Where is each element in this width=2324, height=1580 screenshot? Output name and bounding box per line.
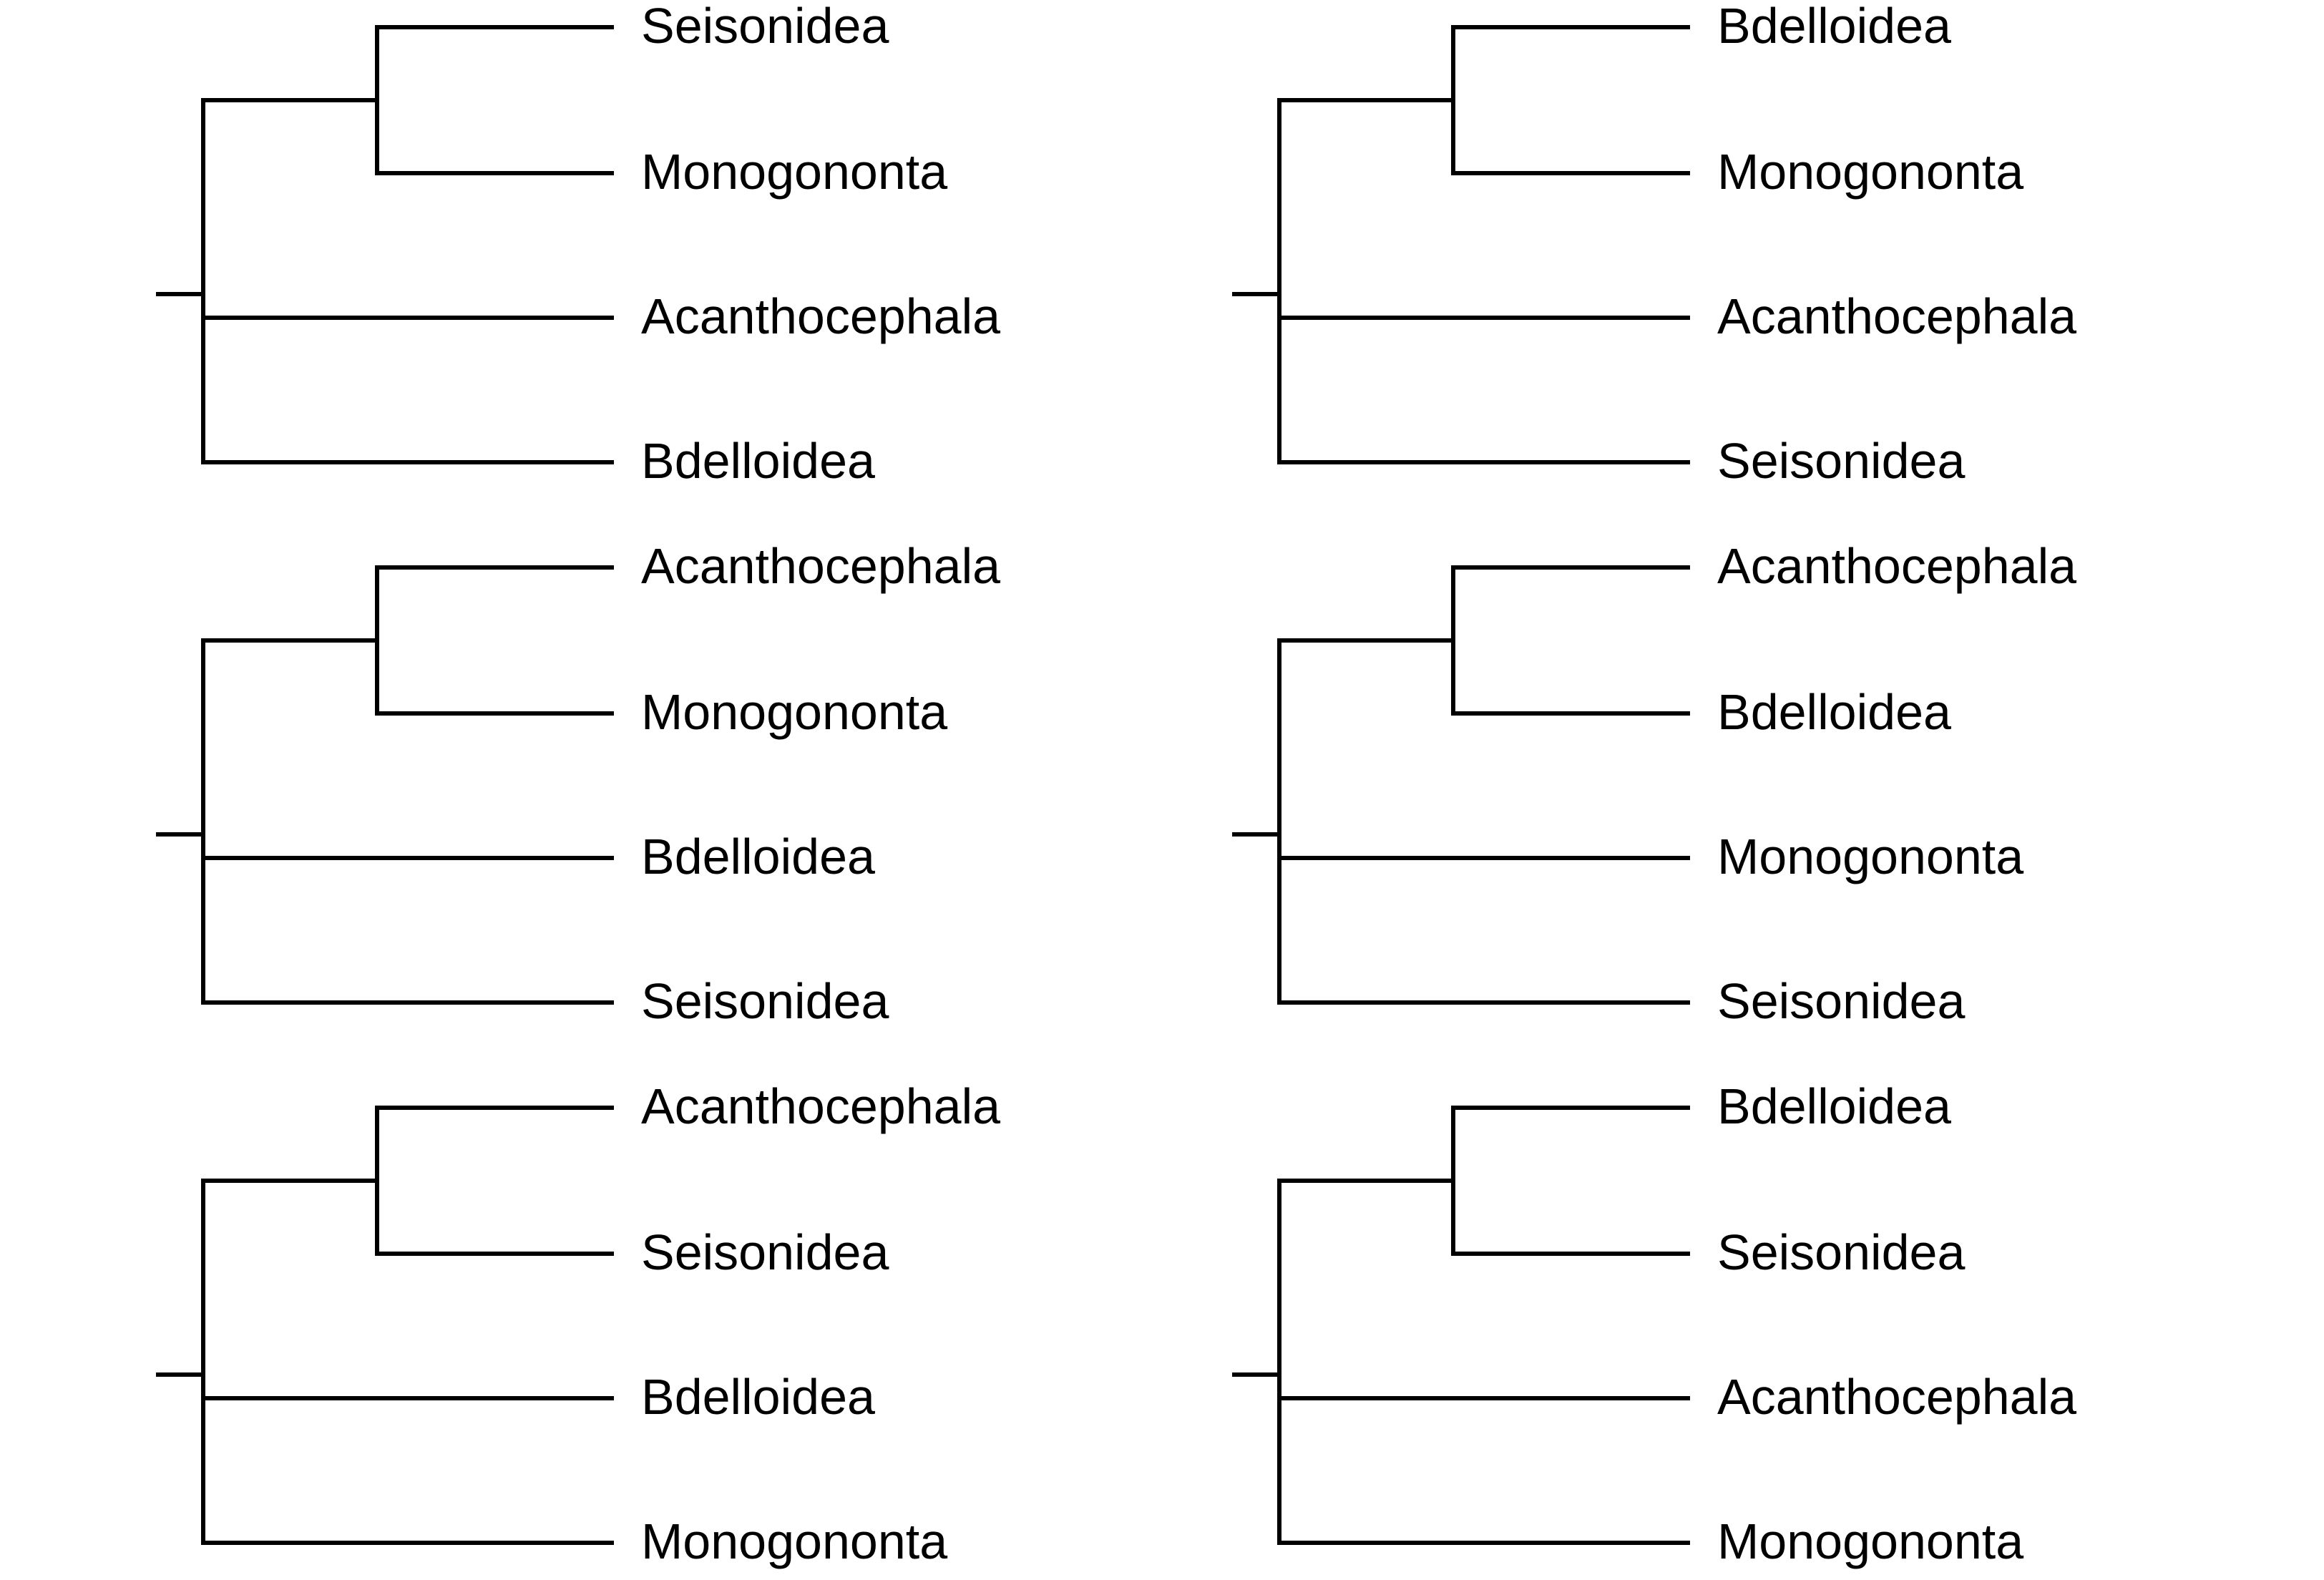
taxon-label: Seisonidea [641,1224,889,1280]
taxon-label: Acanthocephala [1717,1369,2076,1425]
taxon-label: Acanthocephala [641,288,1000,344]
taxon-label: Seisonidea [641,0,889,54]
taxon-label: Acanthocephala [641,538,1000,594]
taxon-label: Monogononta [641,684,947,740]
tree-6: Bdelloidea Seisonidea Acanthocephala Monogo… [1232,1078,2076,1569]
tree-4: Acanthocephala Bdelloidea Monogononta Seiso… [1232,538,2076,1029]
taxon-label: Bdelloidea [641,1369,875,1425]
taxon-label: Seisonidea [1717,973,1965,1029]
taxon-label: Seisonidea [641,973,889,1029]
taxon-label: Acanthocephala [1717,288,2076,344]
tree-2: Bdelloidea Monogononta Acanthocephala Seiso… [1232,0,2076,489]
taxon-label: Monogononta [1717,1513,2023,1569]
taxon-label: Monogononta [641,144,947,200]
taxon-label: Monogononta [1717,829,2023,884]
taxon-label: Monogononta [1717,144,2023,200]
taxon-label: Seisonidea [1717,1224,1965,1280]
taxon-label: Monogononta [641,1513,947,1569]
taxon-label: Seisonidea [1717,433,1965,489]
tree-1: Seisonidea Monogononta Acanthocephala Bdell… [156,0,1000,489]
tree-5: Acanthocephala Seisonidea Bdelloidea Monogo… [156,1078,1000,1569]
taxon-label: Bdelloidea [641,829,875,884]
taxon-label: Acanthocephala [1717,538,2076,594]
tree-3: Acanthocephala Monogononta Bdelloidea Seiso… [156,538,1000,1029]
taxon-label: Bdelloidea [1717,684,1951,740]
taxon-label: Bdelloidea [641,433,875,489]
taxon-label: Bdelloidea [1717,0,1951,54]
taxon-label: Bdelloidea [1717,1078,1951,1134]
taxon-label: Acanthocephala [641,1078,1000,1134]
